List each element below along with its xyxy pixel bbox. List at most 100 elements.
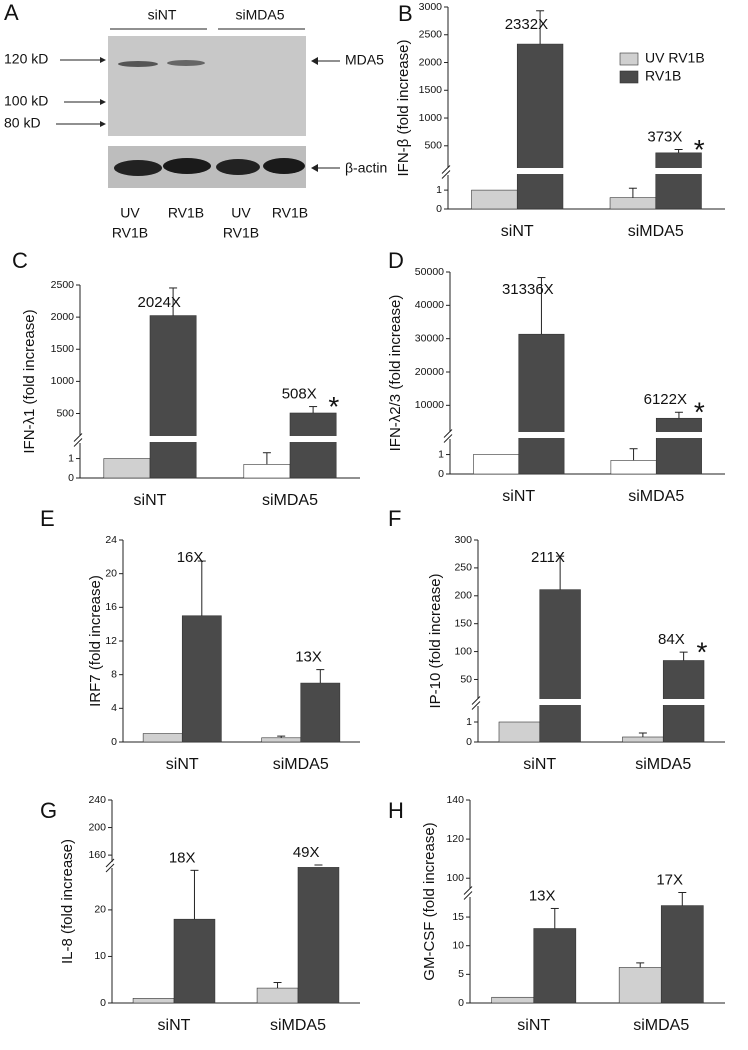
bar: [149, 315, 197, 479]
y-tick-label: 100: [446, 872, 464, 884]
y-tick-label: 15: [452, 911, 464, 923]
y-axis-label: IRF7 (fold increase): [87, 575, 104, 707]
y-tick-label: 4: [111, 702, 117, 714]
y-tick-label: 20: [105, 567, 117, 579]
y-tick-label: 0: [100, 997, 106, 1009]
bar-break: [655, 432, 703, 438]
y-tick-label: 120: [446, 833, 464, 845]
value-label: 2332X: [505, 16, 548, 33]
bar: [103, 458, 151, 479]
lane-label: RV1B: [272, 205, 308, 221]
blot-band: [118, 61, 158, 67]
x-tick-label: siMDA5: [628, 223, 684, 240]
value-label: 13X: [295, 649, 322, 666]
axis-break: [441, 165, 451, 174]
y-tick-label: 500: [424, 140, 442, 152]
bar: [655, 417, 702, 475]
bar: [622, 736, 664, 743]
significance: *: [694, 134, 705, 165]
marker-label: 80 kD: [4, 115, 41, 131]
panel-letter: F: [388, 506, 401, 531]
y-tick-label: 0: [438, 468, 444, 480]
target-label: MDA5: [345, 52, 384, 68]
y-tick-label: 50: [460, 673, 472, 685]
bar: [609, 197, 657, 210]
blot-band: [263, 158, 305, 174]
bar-break: [662, 699, 706, 705]
y-tick-label: 10: [94, 950, 106, 962]
y-tick-label: 1500: [51, 343, 75, 355]
axis-break: [105, 863, 115, 873]
marker-label: 120 kD: [4, 51, 48, 67]
target-label: β-actin: [345, 160, 387, 176]
y-tick-label: 0: [68, 472, 74, 484]
y-tick-label: 0: [458, 997, 464, 1009]
y-tick-label: 20000: [415, 366, 444, 378]
lane-label: UV: [120, 205, 140, 221]
x-tick-label: siNT: [166, 756, 199, 773]
value-label: 84X: [658, 631, 685, 648]
y-tick-label: 10000: [415, 399, 444, 411]
value-label: 6122X: [644, 391, 687, 408]
panel-letter: C: [12, 248, 28, 273]
axis-break: [441, 170, 451, 179]
significance: *: [328, 391, 339, 422]
value-label: 31336X: [502, 281, 554, 298]
lane-label: UV: [231, 205, 251, 221]
bar-break: [149, 436, 198, 442]
x-tick-label: siMDA5: [262, 492, 318, 509]
lane-label: RV1B: [223, 225, 259, 241]
bar-break: [654, 168, 703, 174]
y-tick-label: 10: [452, 939, 464, 951]
y-tick-label: 1: [466, 716, 472, 728]
value-label: 508X: [282, 386, 317, 403]
panel-letter: E: [40, 506, 55, 531]
y-tick-label: 3000: [419, 1, 443, 13]
lane-labels: UV RV1B RV1B UV RV1B RV1B: [112, 205, 308, 241]
x-tick-label: siMDA5: [273, 756, 329, 773]
bar: [473, 454, 520, 475]
bar: [181, 615, 222, 743]
y-axis-label: IFN-β (fold increase): [395, 40, 412, 177]
bar-break: [517, 432, 566, 438]
y-tick-label: 1000: [419, 112, 443, 124]
y-tick-label: 100: [454, 645, 472, 657]
bar: [261, 737, 302, 743]
y-tick-label: 160: [88, 849, 106, 861]
axis-break: [471, 696, 481, 705]
y-axis-label: IP-10 (fold increase): [427, 573, 444, 708]
y-tick-label: 2000: [419, 56, 443, 68]
y-axis-label: GM-CSF (fold increase): [421, 822, 438, 980]
y-tick-label: 200: [454, 590, 472, 602]
value-label: 211X: [531, 549, 565, 566]
bar: [516, 43, 564, 210]
y-tick-label: 300: [454, 534, 472, 546]
bar: [533, 928, 577, 1004]
panel-letter: A: [4, 0, 19, 25]
y-tick-label: 240: [88, 794, 106, 806]
group-label: siNT: [148, 7, 177, 23]
blot-band: [114, 160, 162, 176]
bar-break: [516, 168, 564, 174]
y-tick-label: 1: [68, 452, 74, 464]
axis-break: [105, 858, 115, 868]
bar: [173, 918, 216, 1004]
x-tick-label: siNT: [134, 492, 167, 509]
x-tick-label: siMDA5: [633, 1017, 689, 1034]
y-tick-label: 20: [94, 904, 106, 916]
legend-swatch: [619, 70, 639, 84]
x-tick-label: siNT: [517, 1017, 550, 1034]
y-tick-label: 250: [454, 562, 472, 574]
bar: [610, 460, 657, 475]
significance: *: [694, 397, 705, 428]
y-tick-label: 200: [88, 821, 106, 833]
y-tick-label: 40000: [415, 299, 444, 311]
axis-break: [463, 891, 473, 900]
y-tick-label: 24: [105, 534, 117, 546]
bar: [471, 189, 518, 210]
panel-letter: H: [388, 798, 404, 823]
y-tick-label: 0: [466, 736, 472, 748]
panel-letter: D: [388, 248, 404, 273]
legend-label: UV RV1B: [645, 50, 705, 66]
